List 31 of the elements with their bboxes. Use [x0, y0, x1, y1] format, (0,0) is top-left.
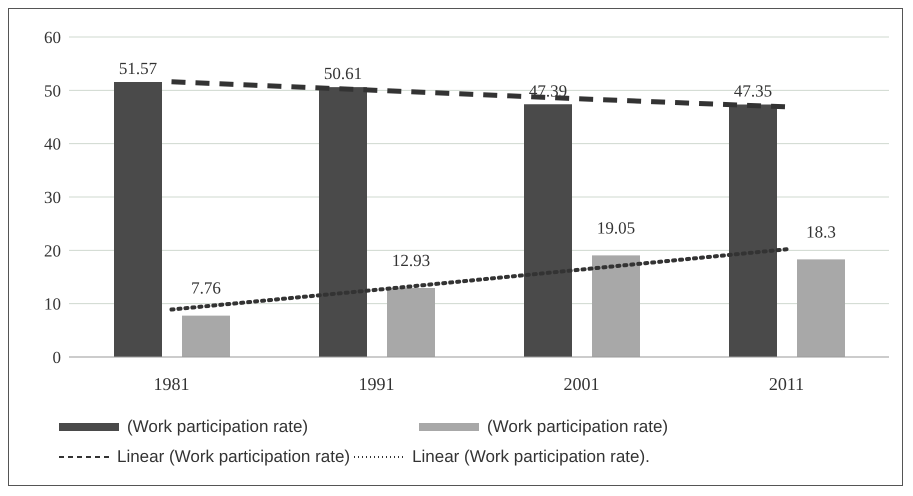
data-label: 12.93: [392, 251, 430, 270]
x-tick-label: 2001: [564, 374, 600, 394]
line-series: [170, 247, 788, 312]
bar: [797, 259, 845, 357]
legend-label: (Work participation rate): [127, 417, 308, 437]
data-label: 19.05: [596, 218, 636, 238]
legend-label: Linear (Work participation rate): [117, 447, 350, 467]
bar: [114, 82, 162, 357]
data-label: 51.57: [118, 58, 158, 78]
bar: [729, 104, 777, 357]
legend-label: Linear (Work participation rate).: [412, 447, 650, 467]
y-tick-label: 50: [44, 81, 61, 100]
data-label: 18.3: [806, 222, 836, 242]
bar: [319, 87, 367, 357]
x-tick-label: 2011: [768, 374, 804, 394]
bar: [182, 316, 230, 357]
bar: [524, 104, 572, 357]
y-tick-label: 30: [44, 188, 61, 208]
y-tick-label: 0: [52, 348, 61, 368]
data-label: 47.35: [734, 81, 772, 100]
data-label: 50.61: [324, 64, 362, 84]
y-tick-label: 40: [44, 134, 61, 154]
y-tick-label: 20: [44, 241, 61, 260]
x-tick-label: 1981: [154, 374, 190, 394]
bar: [592, 255, 640, 357]
legend-label: (Work participation rate): [487, 417, 668, 437]
x-tick-label: 1991: [358, 374, 394, 394]
data-label: 7.76: [191, 278, 221, 298]
y-tick-label: 60: [44, 28, 61, 48]
y-tick-label: 10: [44, 294, 61, 314]
bar: [387, 288, 435, 357]
